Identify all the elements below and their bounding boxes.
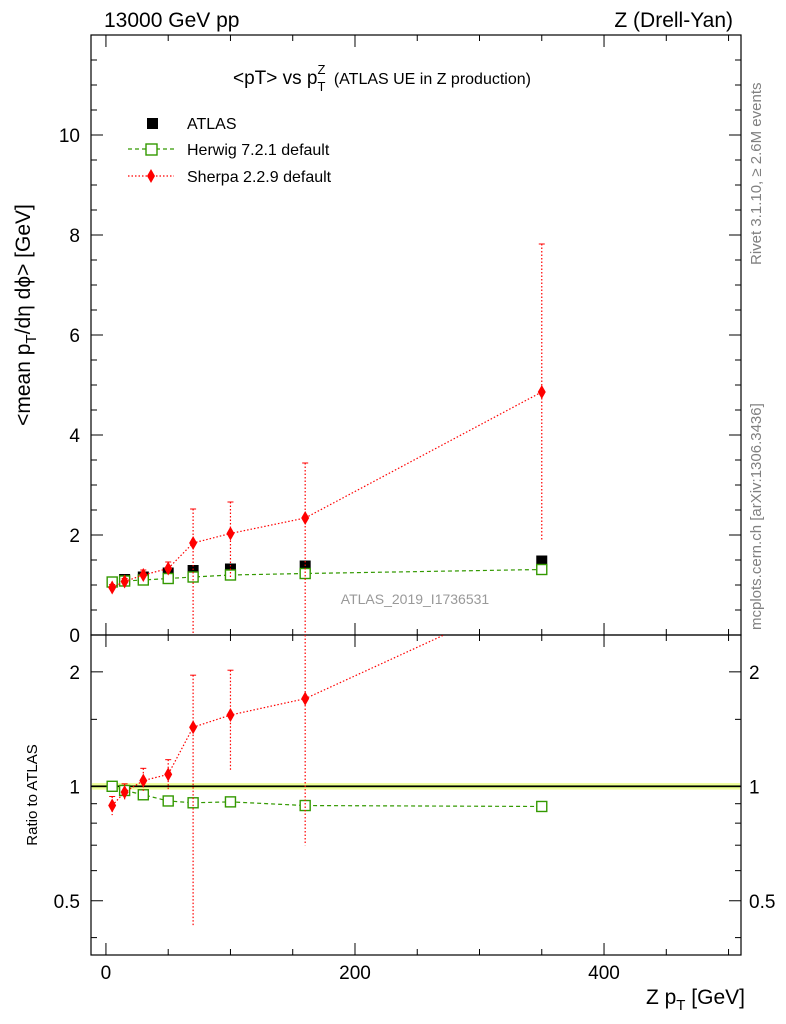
ratio-y-tick-label-right: 0.5 <box>749 892 775 913</box>
sherpa-point <box>301 511 310 525</box>
ratio-sherpa-point <box>301 691 310 706</box>
y-tick-label: 4 <box>69 426 80 447</box>
ratio-y-tick-label: 1 <box>69 777 80 798</box>
legend-atlas-marker <box>147 118 158 129</box>
ratio-y-axis-label: Ratio to ATLAS <box>24 744 41 845</box>
ratio-plot-data <box>106 634 548 926</box>
main-axis-ticks <box>91 34 741 636</box>
sherpa-point <box>164 561 173 576</box>
ratio-herwig-point <box>162 795 174 807</box>
header-energy-label: 13000 GeV pp <box>104 9 239 32</box>
sherpa-point <box>226 526 235 541</box>
x-axis-label: Z pT [GeV] <box>646 986 745 1014</box>
x-tick-label: 200 <box>339 963 371 984</box>
ratio-sherpa-point <box>120 785 129 800</box>
main-plot-title: <pT> vs pZ T (ATLAS UE in Z production) <box>233 62 531 94</box>
mcplots-reference-label: mcplots.cern.ch [arXiv:1306.3436] <box>748 403 765 630</box>
main-y-axis-label: <mean pT/dη dϕ> [GeV] <box>12 204 40 426</box>
ratio-sherpa-point <box>139 773 148 788</box>
y-tick-label: 0 <box>69 626 80 647</box>
y-tick-label: 8 <box>69 226 80 247</box>
legend: ATLAS Herwig 7.2.1 default Sherpa 2.2.9 … <box>128 116 332 186</box>
atlas-point <box>187 565 199 576</box>
y-tick-label: 2 <box>69 526 80 547</box>
y-tick-label: 10 <box>59 126 80 147</box>
legend-herwig-label: Herwig 7.2.1 default <box>187 142 330 159</box>
sherpa-point <box>537 385 546 399</box>
herwig-point <box>224 569 237 581</box>
x-tick-label: 0 <box>101 963 112 984</box>
sherpa-point <box>108 580 117 595</box>
sherpa-point <box>120 574 129 589</box>
ratio-herwig-point <box>536 800 548 813</box>
ratio-sherpa-point <box>189 720 198 735</box>
ratio-y-tick-label-right: 2 <box>749 663 760 684</box>
ratio-y-tick-label: 0.5 <box>54 892 80 913</box>
main-plot-data <box>106 243 548 635</box>
ratio-y-tick-label: 2 <box>69 663 80 684</box>
herwig-point <box>299 567 311 580</box>
x-tick-labels: 0 200 400 <box>101 963 620 984</box>
ratio-plot-frame <box>90 634 742 956</box>
ratio-y-tick-label-right: 1 <box>749 777 760 798</box>
header-process-label: Z (Drell-Yan) <box>614 9 733 32</box>
legend-sherpa-label: Sherpa 2.2.9 default <box>187 169 332 186</box>
legend-atlas-label: ATLAS <box>187 116 237 133</box>
ratio-uncertainty-band <box>91 783 741 790</box>
y-tick-label: 6 <box>69 326 80 347</box>
ratio-y-tick-labels: 0.5 0.5 1 1 2 2 <box>54 663 776 913</box>
ratio-herwig-point <box>187 797 199 809</box>
ratio-axis-ticks <box>91 635 741 955</box>
ratio-herwig-point <box>106 780 118 793</box>
herwig-series-line <box>112 568 542 583</box>
ratio-sherpa-point <box>226 708 235 723</box>
rivet-version-label: Rivet 3.1.10, ≥ 2.6M events <box>748 83 765 266</box>
ratio-sherpa-line <box>111 634 445 806</box>
ratio-herwig-point <box>224 796 237 808</box>
legend-sherpa-marker <box>147 169 155 183</box>
sherpa-point <box>189 536 198 550</box>
ratio-sherpa-point <box>108 798 117 813</box>
main-y-tick-labels: 0 2 4 6 8 10 <box>59 126 81 647</box>
sherpa-series-line <box>111 391 543 589</box>
herwig-point <box>536 563 548 576</box>
ratio-sherpa-point <box>164 767 173 782</box>
analysis-watermark: ATLAS_2019_I1736531 <box>341 591 490 607</box>
sherpa-point <box>139 568 148 582</box>
x-tick-label: 400 <box>588 963 620 984</box>
ratio-herwig-point <box>299 799 311 812</box>
atlas-point <box>536 555 548 567</box>
legend-herwig-marker <box>145 143 158 156</box>
ratio-herwig-point <box>137 789 149 801</box>
